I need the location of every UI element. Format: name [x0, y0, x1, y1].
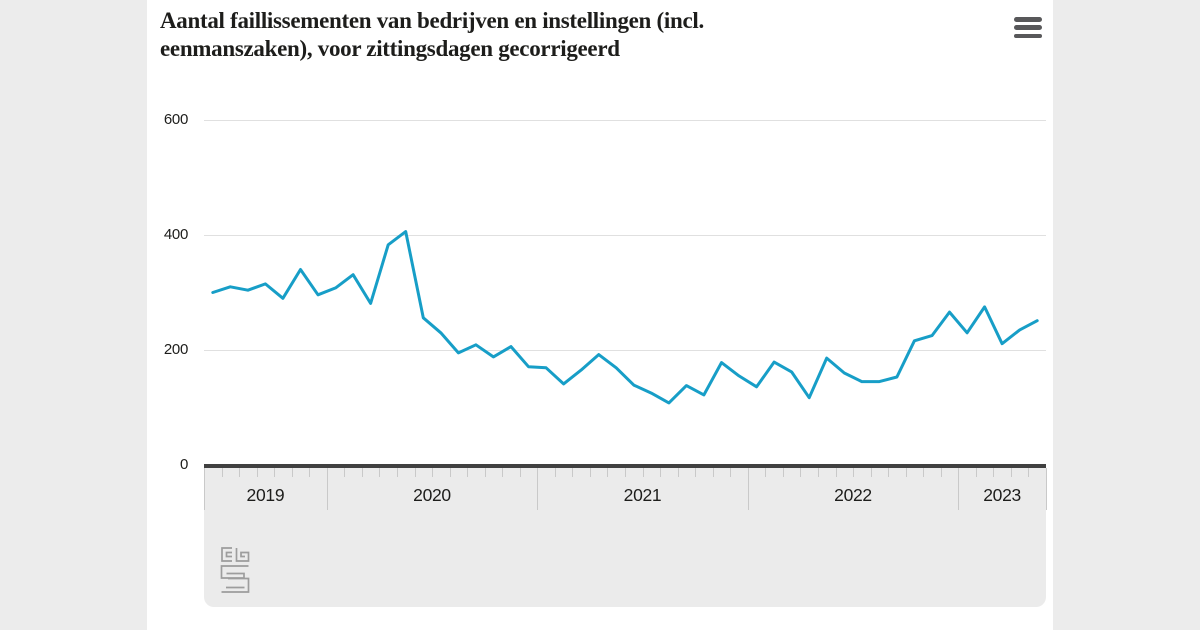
year-boundary-tick	[326, 468, 328, 510]
y-axis-label: 400	[163, 226, 188, 243]
month-tick	[642, 468, 644, 477]
month-tick	[817, 468, 819, 477]
cbs-logo	[220, 547, 250, 593]
chart-title-line1: Aantal faillissementen van bedrijven en …	[160, 8, 704, 33]
month-tick	[1028, 468, 1030, 477]
hamburger-icon	[1014, 25, 1042, 30]
month-tick	[923, 468, 925, 477]
month-tick	[221, 468, 223, 477]
month-tick	[660, 468, 662, 477]
month-tick	[449, 468, 451, 477]
month-tick	[432, 468, 434, 477]
hamburger-icon	[1014, 17, 1042, 22]
month-tick	[572, 468, 574, 477]
x-axis-year-label: 2021	[623, 485, 662, 505]
y-axis-label: 600	[163, 111, 188, 128]
chart-title-line2: eenmanszaken), voor zittingsdagen gecorr…	[160, 36, 620, 61]
month-tick	[239, 468, 241, 477]
month-tick	[309, 468, 311, 477]
hamburger-icon	[1014, 33, 1042, 38]
month-tick	[730, 468, 732, 477]
month-tick	[344, 468, 346, 477]
month-tick	[484, 468, 486, 477]
gridline	[204, 350, 1046, 351]
month-tick	[396, 468, 398, 477]
chart-title: Aantal faillissementen van bedrijven en …	[160, 7, 920, 63]
month-tick	[1010, 468, 1012, 477]
month-tick	[800, 468, 802, 477]
gridline	[204, 120, 1046, 121]
month-tick	[677, 468, 679, 477]
month-tick	[291, 468, 293, 477]
month-tick	[274, 468, 276, 477]
y-axis-label: 200	[163, 341, 188, 358]
year-boundary-tick	[747, 468, 749, 510]
month-tick	[835, 468, 837, 477]
x-axis-year-label: 2019	[246, 485, 285, 505]
month-tick	[712, 468, 714, 477]
month-tick	[695, 468, 697, 477]
month-tick	[256, 468, 258, 477]
month-tick	[940, 468, 942, 477]
month-tick	[993, 468, 995, 477]
x-axis-year-label: 2020	[413, 485, 451, 505]
month-tick	[853, 468, 855, 477]
chart-menu-button[interactable]	[1014, 17, 1042, 38]
month-tick	[379, 468, 381, 477]
month-tick	[607, 468, 609, 477]
month-tick	[888, 468, 890, 477]
month-tick	[782, 468, 784, 477]
month-tick	[589, 468, 591, 477]
y-axis-label: 0	[179, 456, 188, 473]
month-tick	[765, 468, 767, 477]
month-tick	[975, 468, 977, 477]
month-tick	[414, 468, 416, 477]
year-boundary-tick	[958, 468, 960, 510]
month-tick	[502, 468, 504, 477]
year-boundary-tick	[204, 468, 205, 510]
month-tick	[625, 468, 626, 477]
year-boundary-tick	[537, 468, 539, 510]
month-tick	[519, 468, 521, 477]
month-tick	[870, 468, 872, 477]
month-tick	[467, 468, 469, 477]
gridline	[204, 235, 1046, 236]
x-axis-year-label: 2023	[983, 485, 1021, 505]
year-boundary-tick	[1046, 468, 1047, 510]
month-tick	[554, 468, 556, 477]
x-axis-year-label: 2022	[834, 485, 872, 505]
x-axis-band: 2019 2020 2021 2022 2023	[204, 464, 1047, 607]
month-tick	[905, 468, 907, 477]
month-tick	[361, 468, 363, 477]
